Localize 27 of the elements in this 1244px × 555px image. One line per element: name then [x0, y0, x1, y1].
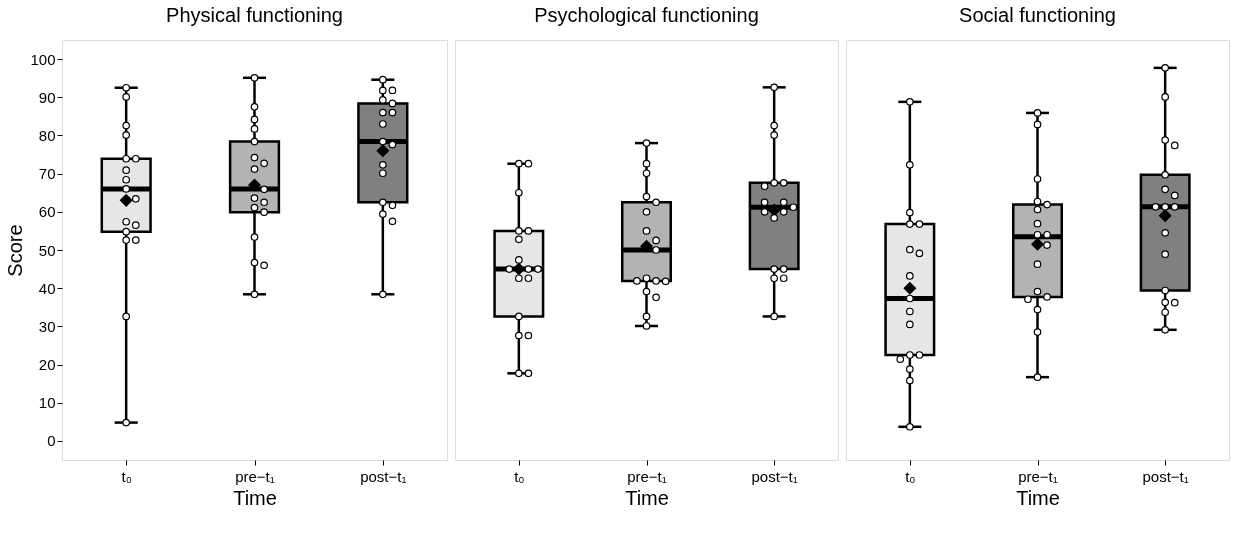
y-axis-title: Score	[4, 224, 27, 277]
x-axis-title: Time	[1016, 486, 1060, 509]
y-tick-label: 50	[38, 241, 56, 259]
y-tick-label: 70	[38, 165, 56, 183]
x-axis-title: Time	[625, 486, 669, 509]
chart-title: Social functioning	[959, 4, 1116, 26]
x-tick-label: post−t₁	[360, 467, 407, 485]
y-tick-label: 30	[38, 317, 56, 335]
chart-title: Psychological functioning	[534, 4, 759, 26]
y-tick-label: 100	[30, 50, 56, 68]
x-tick-label: t₀	[514, 467, 525, 485]
x-tick-label: pre−t₁	[1018, 467, 1058, 485]
x-tick-label: post−t₁	[751, 467, 798, 485]
chart-title: Physical functioning	[166, 4, 343, 26]
y-tick-label: 90	[38, 88, 56, 106]
x-tick-label: post−t₁	[1142, 467, 1189, 485]
y-tick-label: 40	[38, 279, 56, 297]
y-tick-label: 0	[47, 432, 56, 450]
x-tick-label: t₀	[121, 467, 132, 485]
y-tick-label: 10	[38, 394, 56, 412]
x-tick-label: pre−t₁	[627, 467, 667, 485]
y-tick-label: 20	[38, 356, 56, 374]
y-tick-label: 80	[38, 126, 56, 144]
x-axis-title: Time	[233, 486, 277, 509]
x-tick-label: t₀	[905, 467, 916, 485]
y-tick-label: 60	[38, 203, 56, 221]
x-tick-label: pre−t₁	[235, 467, 275, 485]
